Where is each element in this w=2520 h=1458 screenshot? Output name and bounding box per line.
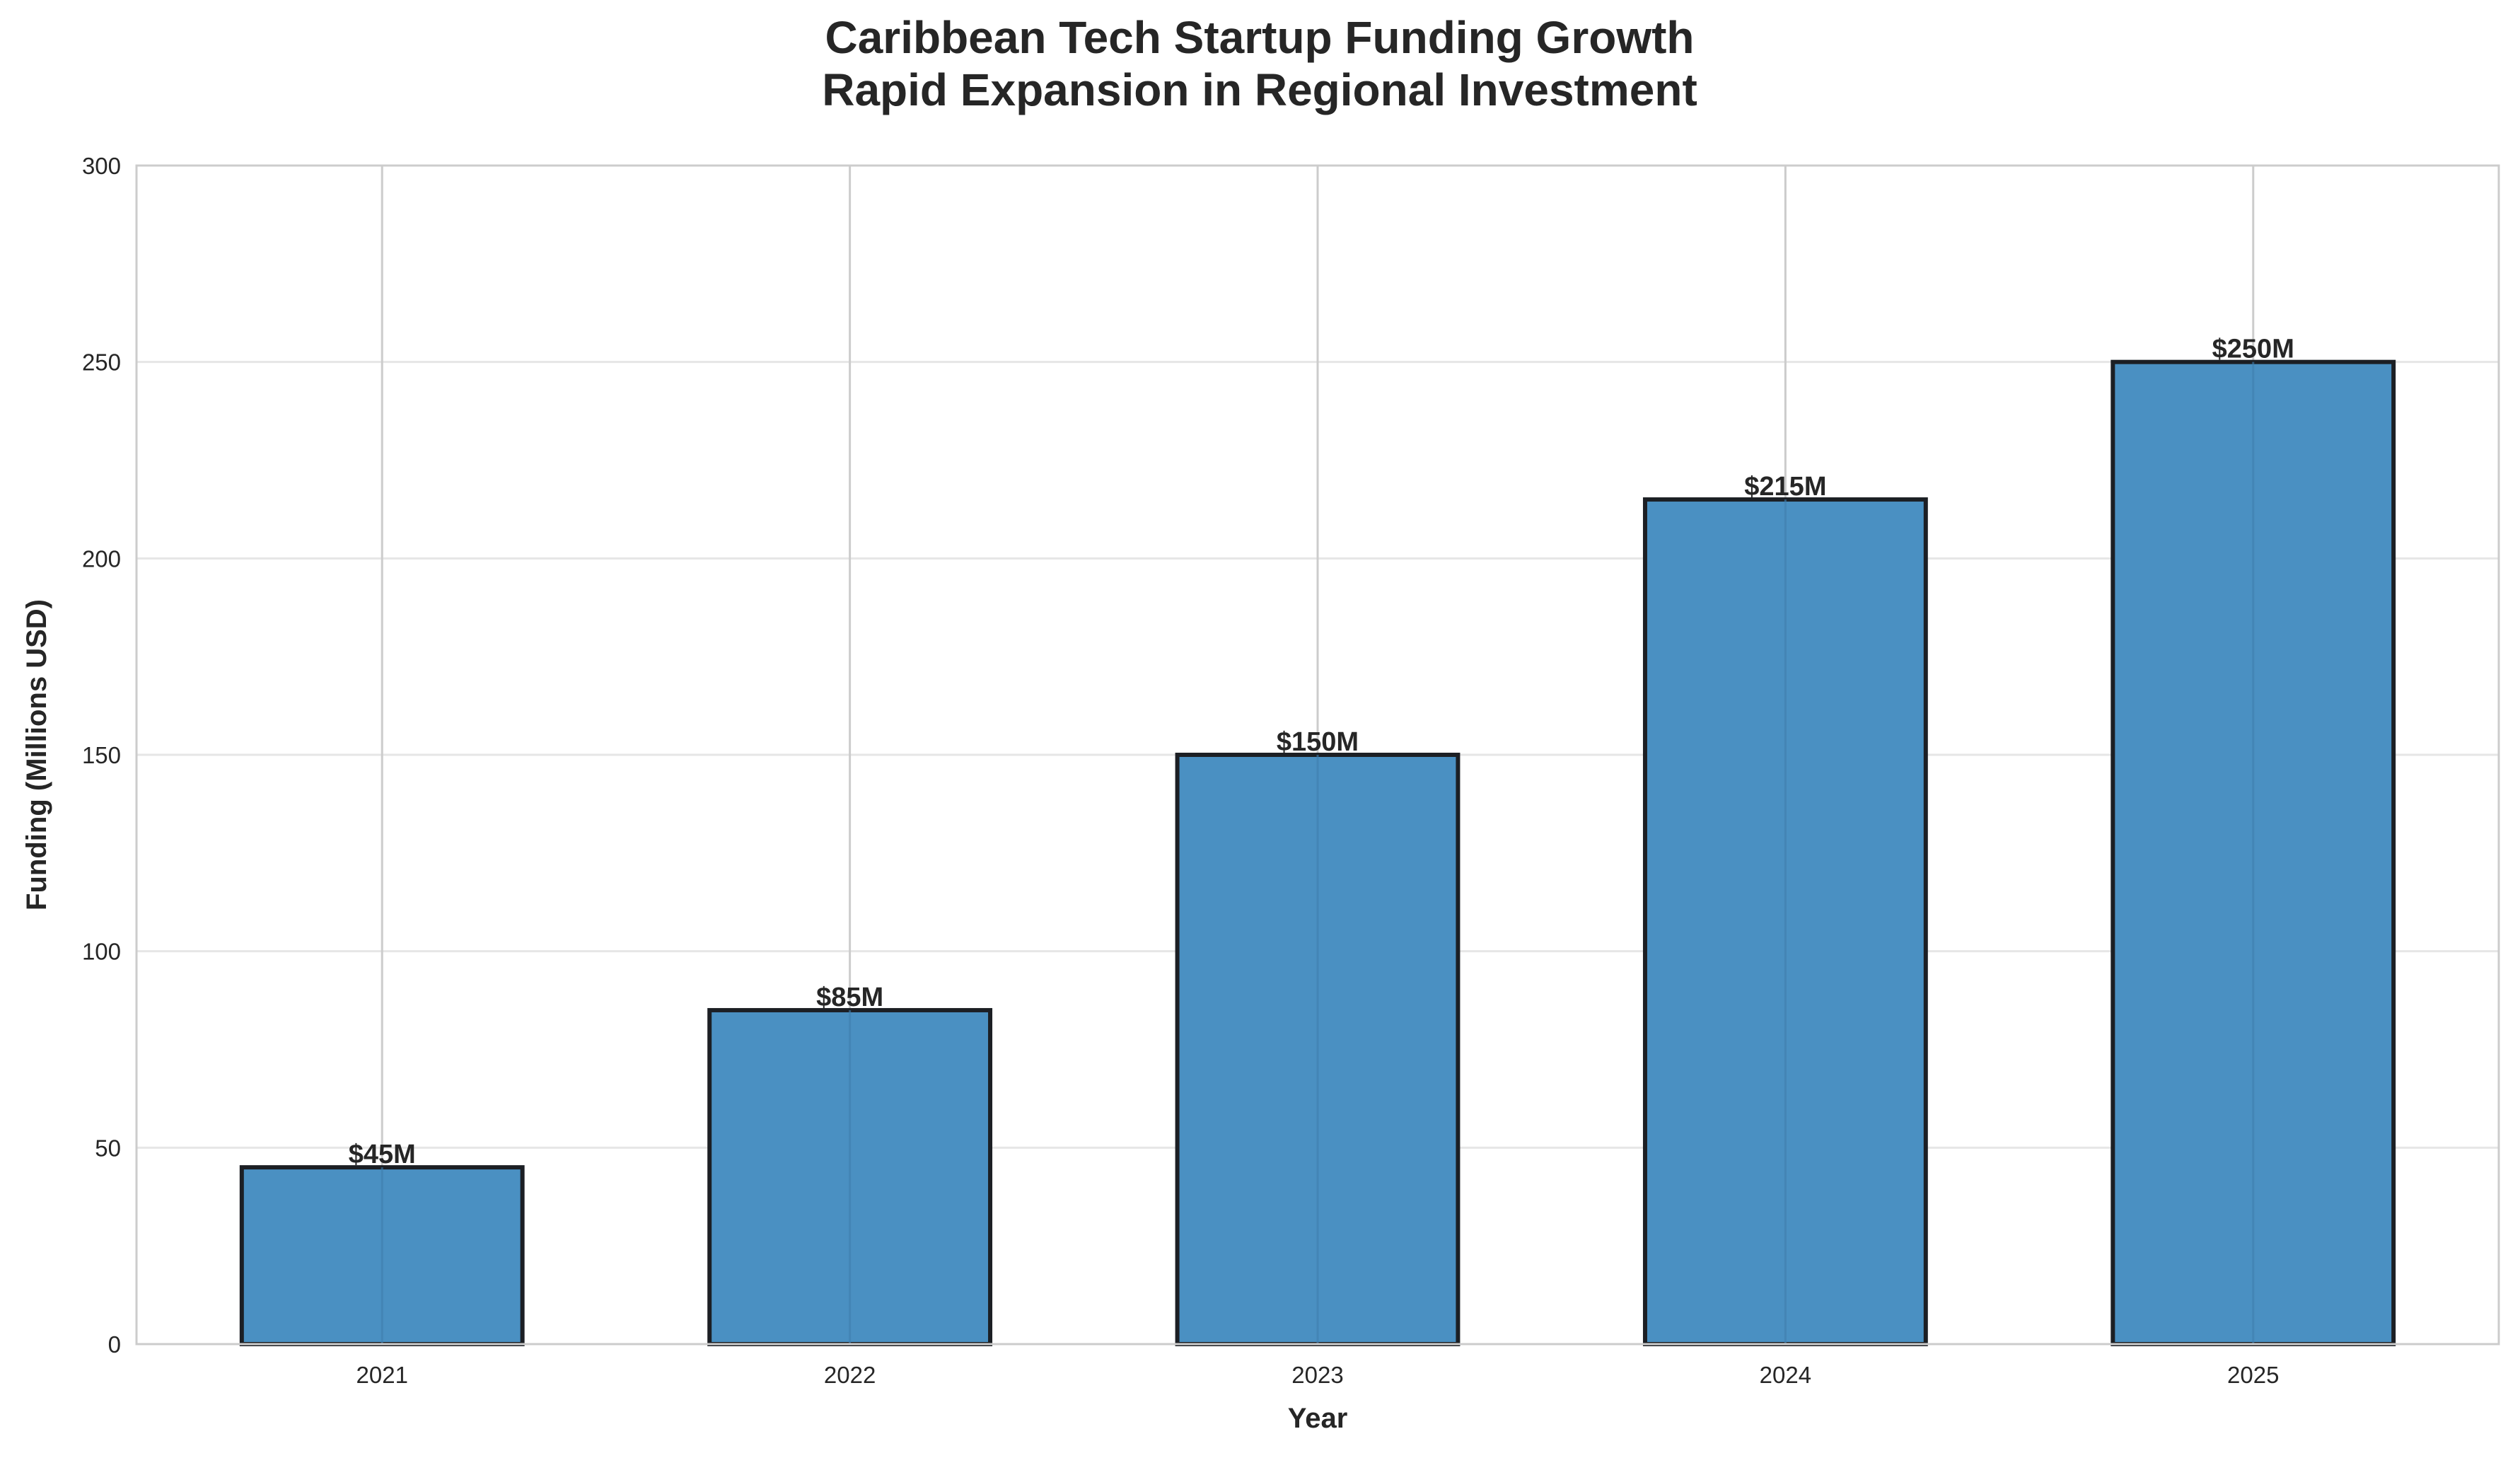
x-tick-label: 2021 (356, 1362, 408, 1388)
tick-labels: 0 50 100 150 200 250 300 2021 2022 2023 2024 2025 (82, 153, 2280, 1388)
y-tick-label: 100 (82, 939, 121, 965)
data-label: $45M (349, 1140, 416, 1169)
y-tick-label: 150 (82, 742, 121, 768)
y-tick-label: 200 (82, 545, 121, 572)
x-tick-label: 2025 (2227, 1362, 2279, 1388)
data-label: $250M (2212, 335, 2294, 364)
y-axis-label: Funding (Millions USD) (21, 599, 52, 910)
y-tick-label: 300 (82, 153, 121, 179)
data-label: $150M (1277, 727, 1359, 757)
x-axis-label: Year (1288, 1403, 1348, 1434)
y-tick-label: 250 (82, 349, 121, 376)
chart-subtitle: Rapid Expansion in Regional Investment (822, 64, 1697, 115)
x-tick-label: 2023 (1291, 1362, 1343, 1388)
plot-frame (135, 164, 2500, 1346)
y-tick-label: 0 (108, 1331, 121, 1358)
x-tick-label: 2022 (824, 1362, 876, 1388)
bars: $45M $85M $150M $215M $250M (239, 335, 2396, 1347)
data-label: $215M (1744, 472, 1826, 502)
x-tick-label: 2024 (1760, 1362, 1811, 1388)
y-tick-label: 50 (95, 1135, 121, 1161)
chart-title: Caribbean Tech Startup Funding Growth (825, 12, 1694, 63)
data-label: $85M (816, 983, 883, 1012)
